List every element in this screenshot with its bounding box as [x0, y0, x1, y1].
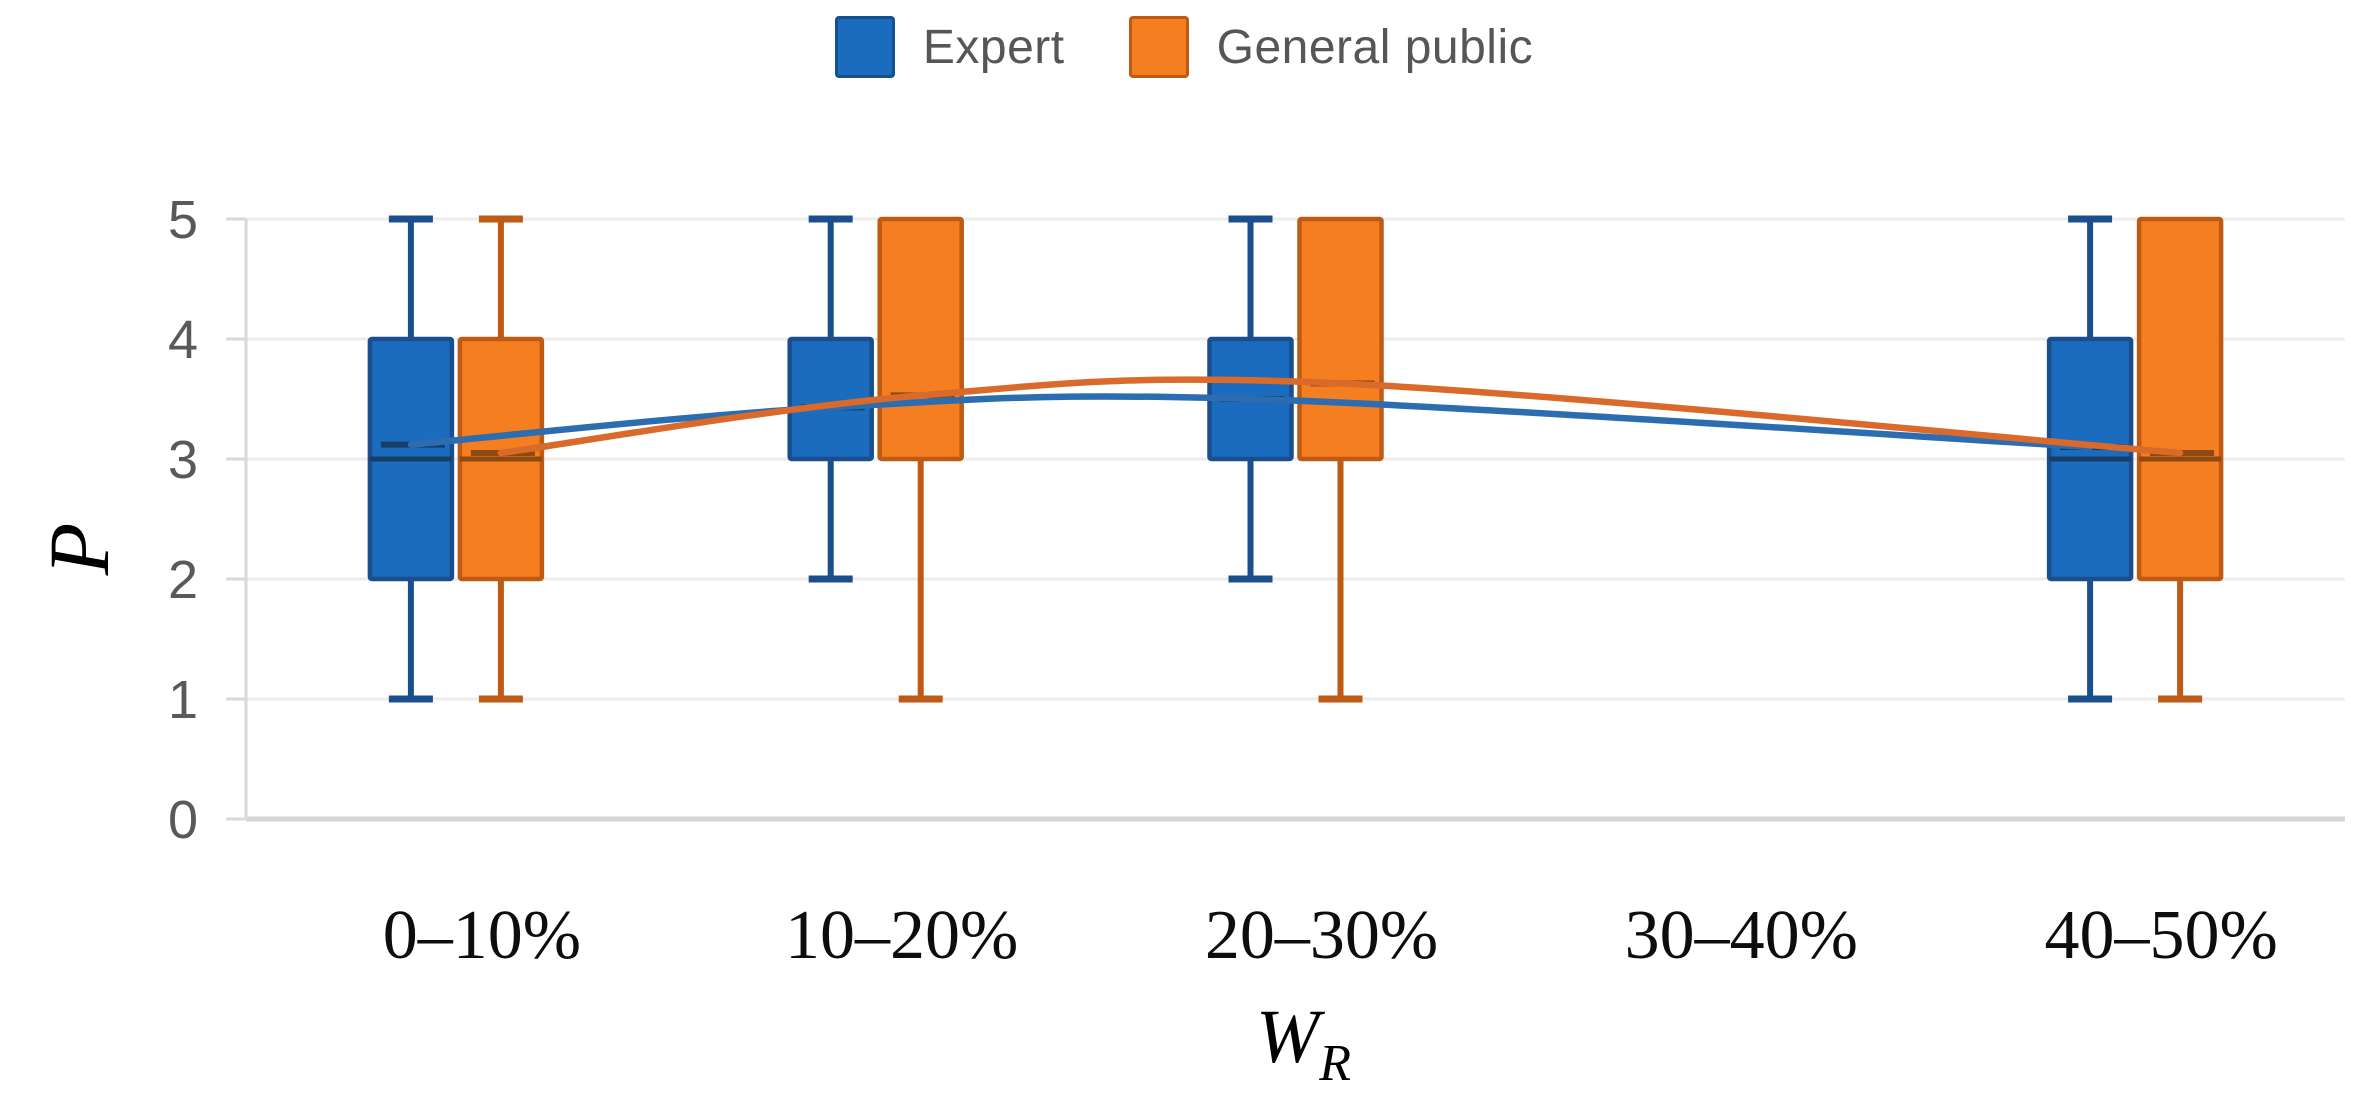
y-tick-label: 4	[168, 310, 198, 370]
y-tick-label: 2	[168, 550, 198, 610]
legend-swatch-general-public-icon	[1128, 16, 1189, 78]
x-category-label: 30–40%	[1625, 897, 1858, 974]
x-category-label: 10–20%	[785, 897, 1018, 974]
mean-trend-line-Expert	[407, 393, 2094, 451]
y-tick-label: 3	[168, 430, 198, 490]
legend-item-expert: Expert	[834, 16, 1065, 78]
legend-swatch-expert-icon	[834, 16, 895, 78]
x-category-label: 40–50%	[2044, 897, 2277, 974]
box-General public	[1297, 216, 1384, 462]
legend-label-expert: Expert	[922, 20, 1065, 74]
x-category-label: 20–30%	[1205, 897, 1438, 974]
legend-label-general-public: General public	[1216, 20, 1534, 74]
y-axis-title: P	[31, 523, 127, 577]
box-General public	[2136, 216, 2224, 582]
y-tick-label: 5	[168, 190, 198, 250]
y-tick-label: 0	[168, 790, 198, 850]
chart-legend: Expert General public	[0, 16, 2368, 78]
x-category-label: 0–10%	[383, 897, 581, 974]
mean-trend-line-General public	[497, 376, 2184, 457]
x-axis-title: WR	[1256, 995, 1351, 1092]
legend-item-general-public: General public	[1128, 16, 1534, 78]
box-General public	[877, 216, 964, 462]
y-tick-label: 1	[168, 670, 198, 730]
